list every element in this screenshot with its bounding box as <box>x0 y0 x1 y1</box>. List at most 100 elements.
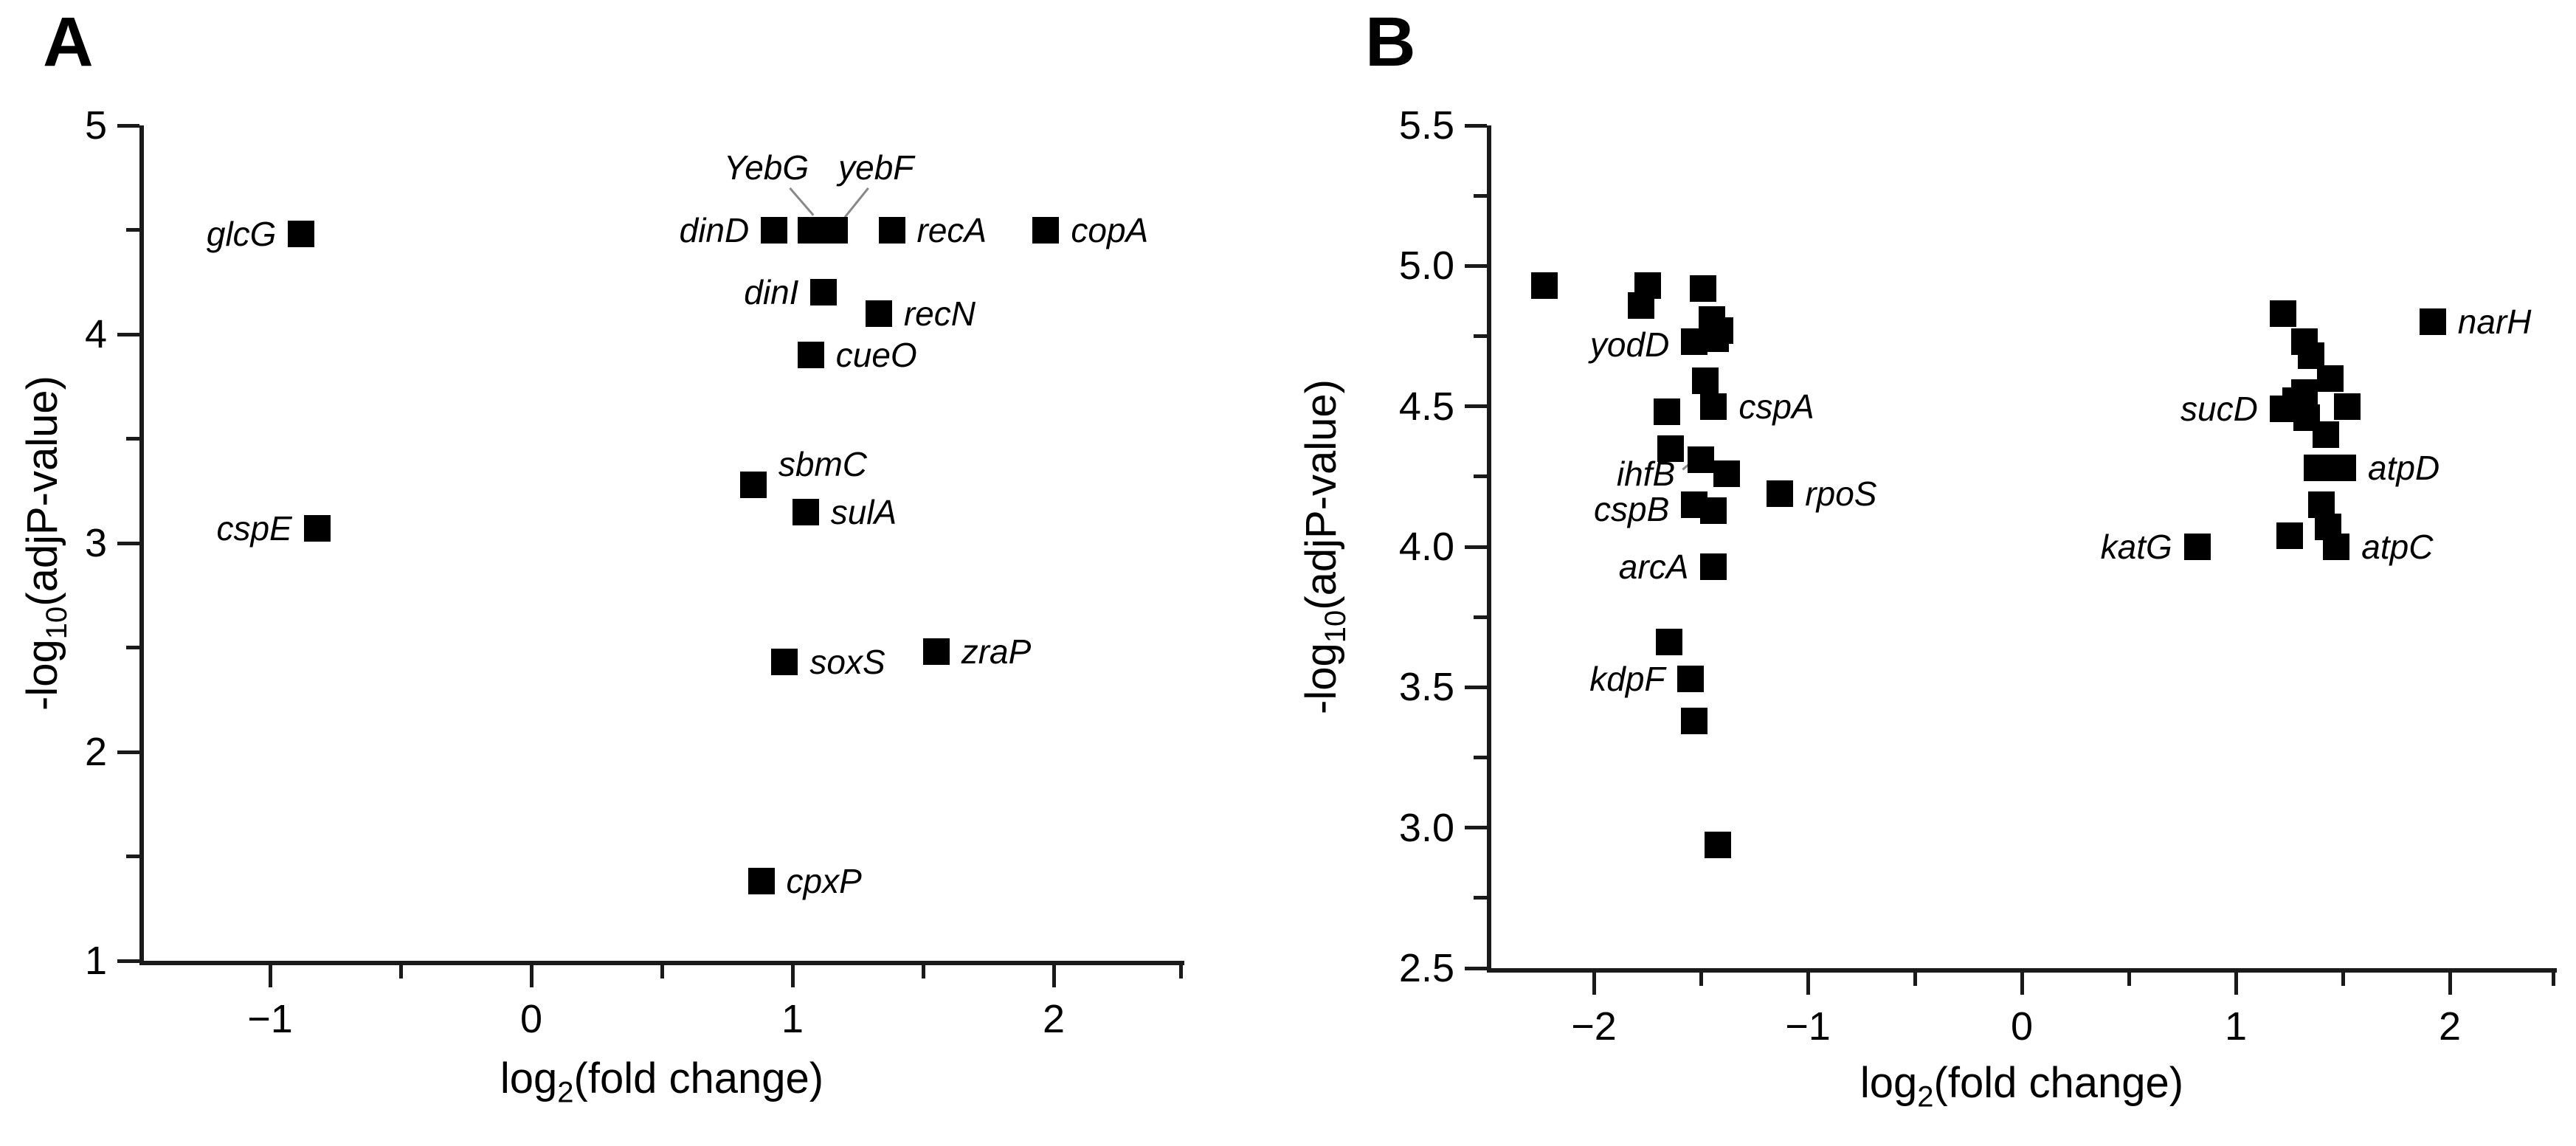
x-tick-label: 1 <box>2224 1004 2248 1049</box>
x-tick-label: 0 <box>519 997 543 1041</box>
gene-label: sbmC <box>778 444 868 483</box>
gene-label: yebF <box>838 148 914 187</box>
data-point <box>1657 435 1685 462</box>
data-point <box>2269 396 2296 423</box>
panel-b-x-axis-title: log2(fold change) <box>1860 1058 2183 1114</box>
gene-label: YebG <box>724 148 809 187</box>
gene-label: cspA <box>1738 387 1814 426</box>
data-point <box>2330 455 2356 482</box>
x-minor-tick <box>2127 973 2131 986</box>
gene-label: sulA <box>830 492 897 531</box>
x-minor-tick <box>1699 973 1703 986</box>
y-axis-spine <box>139 125 144 965</box>
gene-label: cueO <box>835 336 917 375</box>
data-point <box>2316 365 2344 392</box>
y-major-tick <box>117 541 139 545</box>
y-major-tick <box>1465 685 1487 689</box>
data-point <box>1767 480 1794 507</box>
data-point <box>2297 342 2324 370</box>
x-minor-tick <box>660 965 664 978</box>
data-point <box>1032 216 1060 244</box>
data-point <box>1677 665 1704 692</box>
data-point <box>1655 629 1682 656</box>
y-major-tick <box>117 123 139 128</box>
y-minor-tick <box>1474 896 1487 900</box>
gene-label: soxS <box>809 643 885 682</box>
x-title-suffix: (fold change) <box>1933 1059 2184 1107</box>
x-axis-spine <box>139 961 1184 965</box>
leader-line <box>789 187 815 216</box>
x-minor-tick <box>398 965 403 978</box>
x-title-sub: 2 <box>557 1076 574 1109</box>
x-tick-label: −2 <box>1571 1004 1617 1049</box>
gene-label: rpoS <box>1805 474 1877 513</box>
y-tick-label: 3 <box>84 521 107 565</box>
data-point <box>792 498 819 525</box>
y-major-tick <box>1465 123 1487 128</box>
y-tick-label: 4 <box>84 312 107 356</box>
y-minor-tick <box>126 437 139 441</box>
leader-line <box>843 187 869 218</box>
gene-label: katG <box>2100 528 2172 566</box>
x-tick-label: −1 <box>1785 1004 1831 1049</box>
y-tick-label: 3.5 <box>1398 665 1454 710</box>
y-major-tick <box>1465 545 1487 549</box>
x-minor-tick <box>2551 973 2555 986</box>
data-point <box>1691 367 1719 395</box>
data-point <box>1681 708 1708 734</box>
y-tick-label: 2.5 <box>1398 946 1454 990</box>
y-minor-tick <box>1474 334 1487 338</box>
x-title-prefix: log <box>500 1054 558 1102</box>
data-point <box>2183 534 2211 560</box>
data-point <box>739 471 767 498</box>
x-major-tick <box>1592 973 1596 995</box>
data-point <box>922 638 950 666</box>
data-point <box>1700 497 1727 524</box>
y-tick-label: 5.5 <box>1398 103 1454 148</box>
gene-label: zraP <box>961 632 1032 672</box>
x-minor-tick <box>1913 973 1917 986</box>
x-major-tick <box>1052 965 1056 987</box>
x-tick-label: −1 <box>247 997 293 1041</box>
x-major-tick <box>2234 973 2238 995</box>
data-point <box>1689 275 1716 302</box>
x-tick-label: 0 <box>2010 1004 2034 1049</box>
gene-label: copA <box>1071 210 1149 249</box>
y-minor-tick <box>126 855 139 858</box>
data-point <box>1700 393 1727 420</box>
data-point <box>1627 291 1654 319</box>
data-point <box>303 515 331 542</box>
gene-label: ihfB <box>1616 455 1676 494</box>
x-tick-label: 2 <box>2438 1004 2462 1049</box>
gene-label: cspE <box>216 509 292 548</box>
x-major-tick <box>2448 973 2452 995</box>
data-point <box>797 216 824 244</box>
y-minor-tick <box>1474 756 1487 759</box>
y-tick-label: 4.5 <box>1398 384 1454 429</box>
x-major-tick <box>529 965 533 987</box>
gene-label: atpC <box>2361 528 2434 566</box>
data-point <box>2323 534 2350 560</box>
x-tick-label: 1 <box>781 997 804 1041</box>
y-tick-label: 1 <box>84 939 107 983</box>
x-minor-tick <box>2341 973 2345 986</box>
data-point <box>747 868 775 895</box>
gene-label: sucD <box>2180 390 2258 429</box>
y-minor-tick <box>126 646 139 649</box>
gene-label: kdpF <box>1589 659 1665 698</box>
data-point <box>1705 831 1732 858</box>
data-point <box>1531 272 1558 299</box>
data-point <box>2269 300 2296 328</box>
y-tick-label: 4.0 <box>1398 525 1454 569</box>
panel-letter-a: A <box>43 3 94 81</box>
data-point <box>865 300 892 327</box>
y-tick-label: 5 <box>84 103 107 148</box>
y-major-tick <box>1465 826 1487 830</box>
y-major-tick <box>1465 263 1487 268</box>
x-title-sub: 2 <box>1917 1080 1934 1114</box>
gene-label: dinD <box>679 210 750 249</box>
y-tick-label: 3.0 <box>1398 805 1454 850</box>
x-tick-label: 2 <box>1042 997 1066 1041</box>
